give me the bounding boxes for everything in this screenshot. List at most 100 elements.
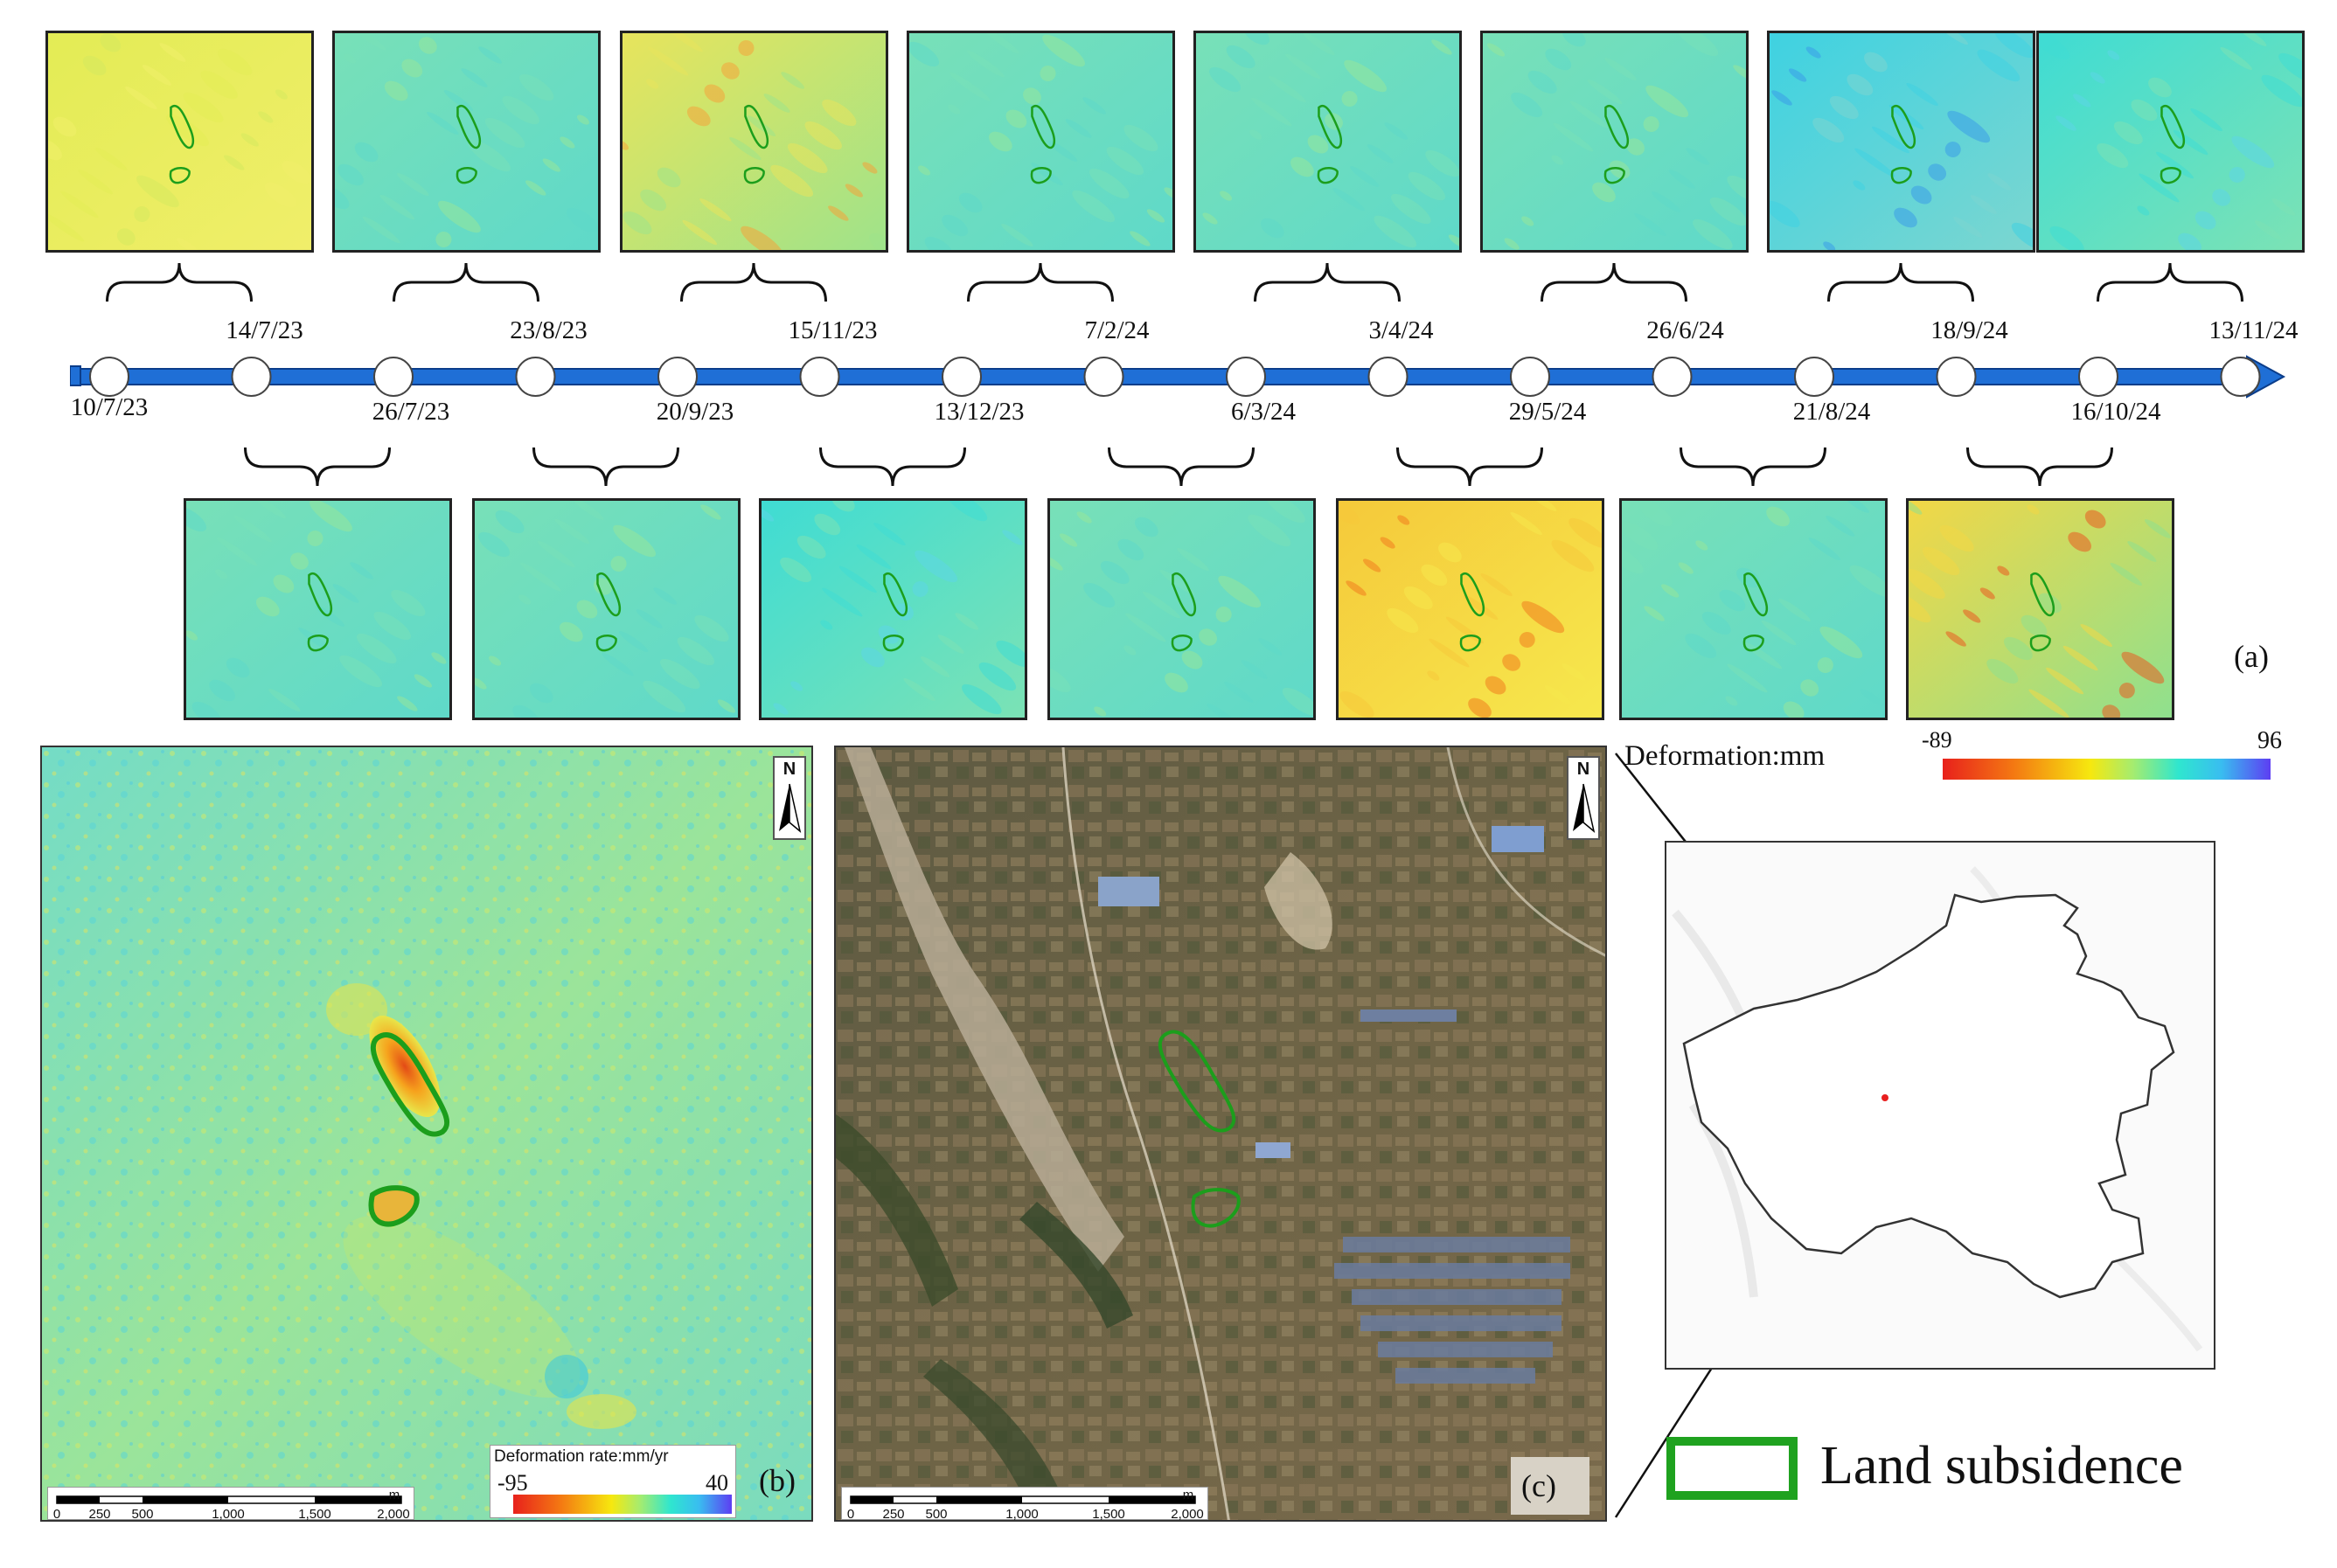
timeline-date-above: 13/11/24: [2208, 316, 2299, 344]
timeline-date-above: 23/8/23: [510, 316, 588, 344]
scale-tick: 1,500: [298, 1507, 331, 1522]
north-label: N: [782, 760, 796, 779]
timeline-node: [799, 357, 840, 397]
panel-a-label: (a): [2234, 639, 2269, 674]
panel-c-label: (c): [1521, 1468, 1556, 1503]
timeline-date-above: 26/6/24: [1646, 316, 1724, 344]
rate-legend-title: Deformation rate:mm/yr: [494, 1447, 669, 1466]
deformation-thumbnail: [2036, 31, 2305, 253]
land-subsidence-legend-swatch: [1666, 1437, 1798, 1500]
scale-tick: 1,000: [1005, 1507, 1039, 1522]
rate-legend-min: -95: [497, 1470, 528, 1495]
deformation-thumbnail: [184, 498, 452, 720]
timeline-brace: [393, 262, 539, 302]
timeline-brace: [1680, 447, 1826, 487]
rate-legend: Deformation rate:mm/yr -95 40: [490, 1445, 736, 1518]
timeline-date-below: 26/7/23: [372, 398, 450, 426]
timeline-date-below: 29/5/24: [1508, 398, 1587, 426]
deformation-legend-min: -89: [1922, 727, 1952, 753]
timeline-brace: [1254, 262, 1401, 302]
timeline-node: [373, 357, 414, 397]
timeline-date-below: 6/3/24: [1230, 398, 1297, 426]
timeline-date-below: 20/9/23: [656, 398, 734, 426]
scale-tick: 2,000: [1171, 1507, 1204, 1522]
timeline-brace: [1396, 447, 1543, 487]
deformation-thumbnail: [1336, 498, 1604, 720]
timeline-brace: [1827, 262, 1974, 302]
timeline-date-above: 14/7/23: [226, 316, 303, 344]
timeline-brace: [106, 262, 253, 302]
timeline-date-above: 15/11/23: [788, 316, 878, 344]
scale-unit: m: [1182, 1488, 1194, 1502]
scale-tick: 500: [925, 1507, 948, 1522]
panel-b-north-arrow: N: [773, 756, 806, 840]
timeline-braces: [106, 262, 2243, 487]
timeline-node: [1652, 357, 1693, 397]
timeline-brace: [1541, 262, 1687, 302]
timeline-brace: [1108, 447, 1255, 487]
scale-tick: 1,500: [1092, 1507, 1125, 1522]
deformation-thumbnail: [1619, 498, 1888, 720]
deformation-thumbnail: [1193, 31, 1462, 253]
timeline-node: [942, 357, 982, 397]
deformation-thumbnail: [1480, 31, 1749, 253]
timeline-date-below: 21/8/24: [1792, 398, 1871, 426]
timeline-brace: [2097, 262, 2243, 302]
timeline-node: [2220, 357, 2261, 397]
rate-colorbar: [513, 1495, 732, 1514]
timeline-brace: [532, 447, 679, 487]
province-outline: [1672, 866, 2203, 1352]
panel-c-north-arrow: N: [1567, 756, 1600, 840]
north-arrow-icon: [779, 783, 802, 833]
timeline-date-below: 13/12/23: [934, 398, 1025, 426]
scale-tick: 250: [882, 1507, 905, 1522]
scale-tick: 1,000: [212, 1507, 245, 1522]
scalebar-graphic: [56, 1495, 402, 1504]
panel-b-scalebar: 0 250 500 1,000 1,500 2,000 m: [47, 1487, 414, 1520]
timeline-brace: [967, 262, 1114, 302]
timeline-date-above: 7/2/24: [1084, 316, 1150, 344]
timeline-nodes: [89, 357, 2261, 397]
panel-c-scalebar: 0 250 500 1,000 1,500 2,000 m: [841, 1487, 1208, 1520]
timeline-node: [231, 357, 272, 397]
scale-unit: m: [388, 1488, 400, 1502]
deformation-thumbnail: [1047, 498, 1316, 720]
deformation-thumbnail: [472, 498, 741, 720]
north-label: N: [1576, 760, 1590, 779]
land-subsidence-legend-label: Land subsidence: [1820, 1436, 2183, 1495]
timeline-date-below: 16/10/24: [2070, 398, 2161, 426]
scale-tick: 2,000: [377, 1507, 410, 1522]
rate-legend-max: 40: [706, 1470, 728, 1495]
deformation-thumbnail: [332, 31, 601, 253]
timeline-date-above: 18/9/24: [1930, 316, 2008, 344]
scale-tick: 500: [131, 1507, 154, 1522]
timeline-node: [1794, 357, 1834, 397]
panel-c-label-box: (c): [1511, 1457, 1589, 1515]
deformation-colorbar: [1943, 759, 2271, 780]
timeline-node: [89, 357, 129, 397]
timeline-node: [1367, 357, 1408, 397]
panel-c-satellite-map: N 0 250 500 1,000 1,500 2,000 m (c): [834, 746, 1607, 1522]
satellite-image: [836, 747, 1605, 1520]
timeline-node: [657, 357, 698, 397]
timeline-brace: [244, 447, 391, 487]
deformation-rate-map: [42, 747, 811, 1520]
timeline-node: [1083, 357, 1124, 397]
panel-b-rate-map: N 0 250 500 1,000 1,500 2,000 m Deformat…: [40, 746, 813, 1522]
deformation-legend-max: 96: [2257, 727, 2282, 754]
timeline-brace: [819, 447, 966, 487]
deformation-legend-title: Deformation:mm: [1624, 740, 1826, 772]
north-arrow-icon: [1573, 783, 1596, 833]
deformation-thumbnail: [1767, 31, 2035, 253]
timeline-node: [1510, 357, 1550, 397]
timeline-brace: [1966, 447, 2113, 487]
scale-tick: 0: [846, 1507, 855, 1522]
timeline-node: [515, 357, 556, 397]
deformation-thumbnail: [759, 498, 1027, 720]
timeline-date-above: 3/4/24: [1368, 316, 1434, 344]
deformation-thumbnail: [907, 31, 1175, 253]
scalebar-graphic: [850, 1495, 1196, 1504]
location-inset-map: [1665, 841, 2215, 1370]
timeline-date-below: 10/7/23: [70, 393, 149, 421]
deformation-thumbnail: [45, 31, 314, 253]
